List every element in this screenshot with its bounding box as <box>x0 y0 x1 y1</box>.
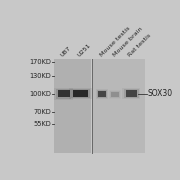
Bar <box>71 89 90 98</box>
Bar <box>96 89 108 99</box>
Text: 130KD: 130KD <box>29 73 51 79</box>
Text: Mouse testis: Mouse testis <box>99 25 131 58</box>
Text: U251: U251 <box>77 42 92 58</box>
Text: SOX30: SOX30 <box>147 89 172 98</box>
Bar <box>109 90 121 99</box>
Bar <box>110 91 120 98</box>
Bar <box>69 88 92 100</box>
Bar <box>97 90 107 98</box>
Text: Rat testis: Rat testis <box>127 33 152 58</box>
Text: 70KD: 70KD <box>33 109 51 115</box>
Bar <box>126 90 137 97</box>
Bar <box>56 89 71 99</box>
Text: 55KD: 55KD <box>33 121 51 127</box>
Bar <box>54 59 91 153</box>
Bar <box>122 88 140 99</box>
Bar <box>58 90 70 98</box>
Bar <box>98 91 106 97</box>
Text: U87: U87 <box>60 45 72 58</box>
Bar <box>54 88 73 100</box>
Text: 170KD: 170KD <box>29 59 51 66</box>
Text: Mouse brain: Mouse brain <box>112 26 144 58</box>
Bar <box>111 92 119 97</box>
Text: 100KD: 100KD <box>29 91 51 97</box>
Bar <box>93 59 145 153</box>
Bar <box>73 91 88 97</box>
Bar <box>124 89 139 98</box>
